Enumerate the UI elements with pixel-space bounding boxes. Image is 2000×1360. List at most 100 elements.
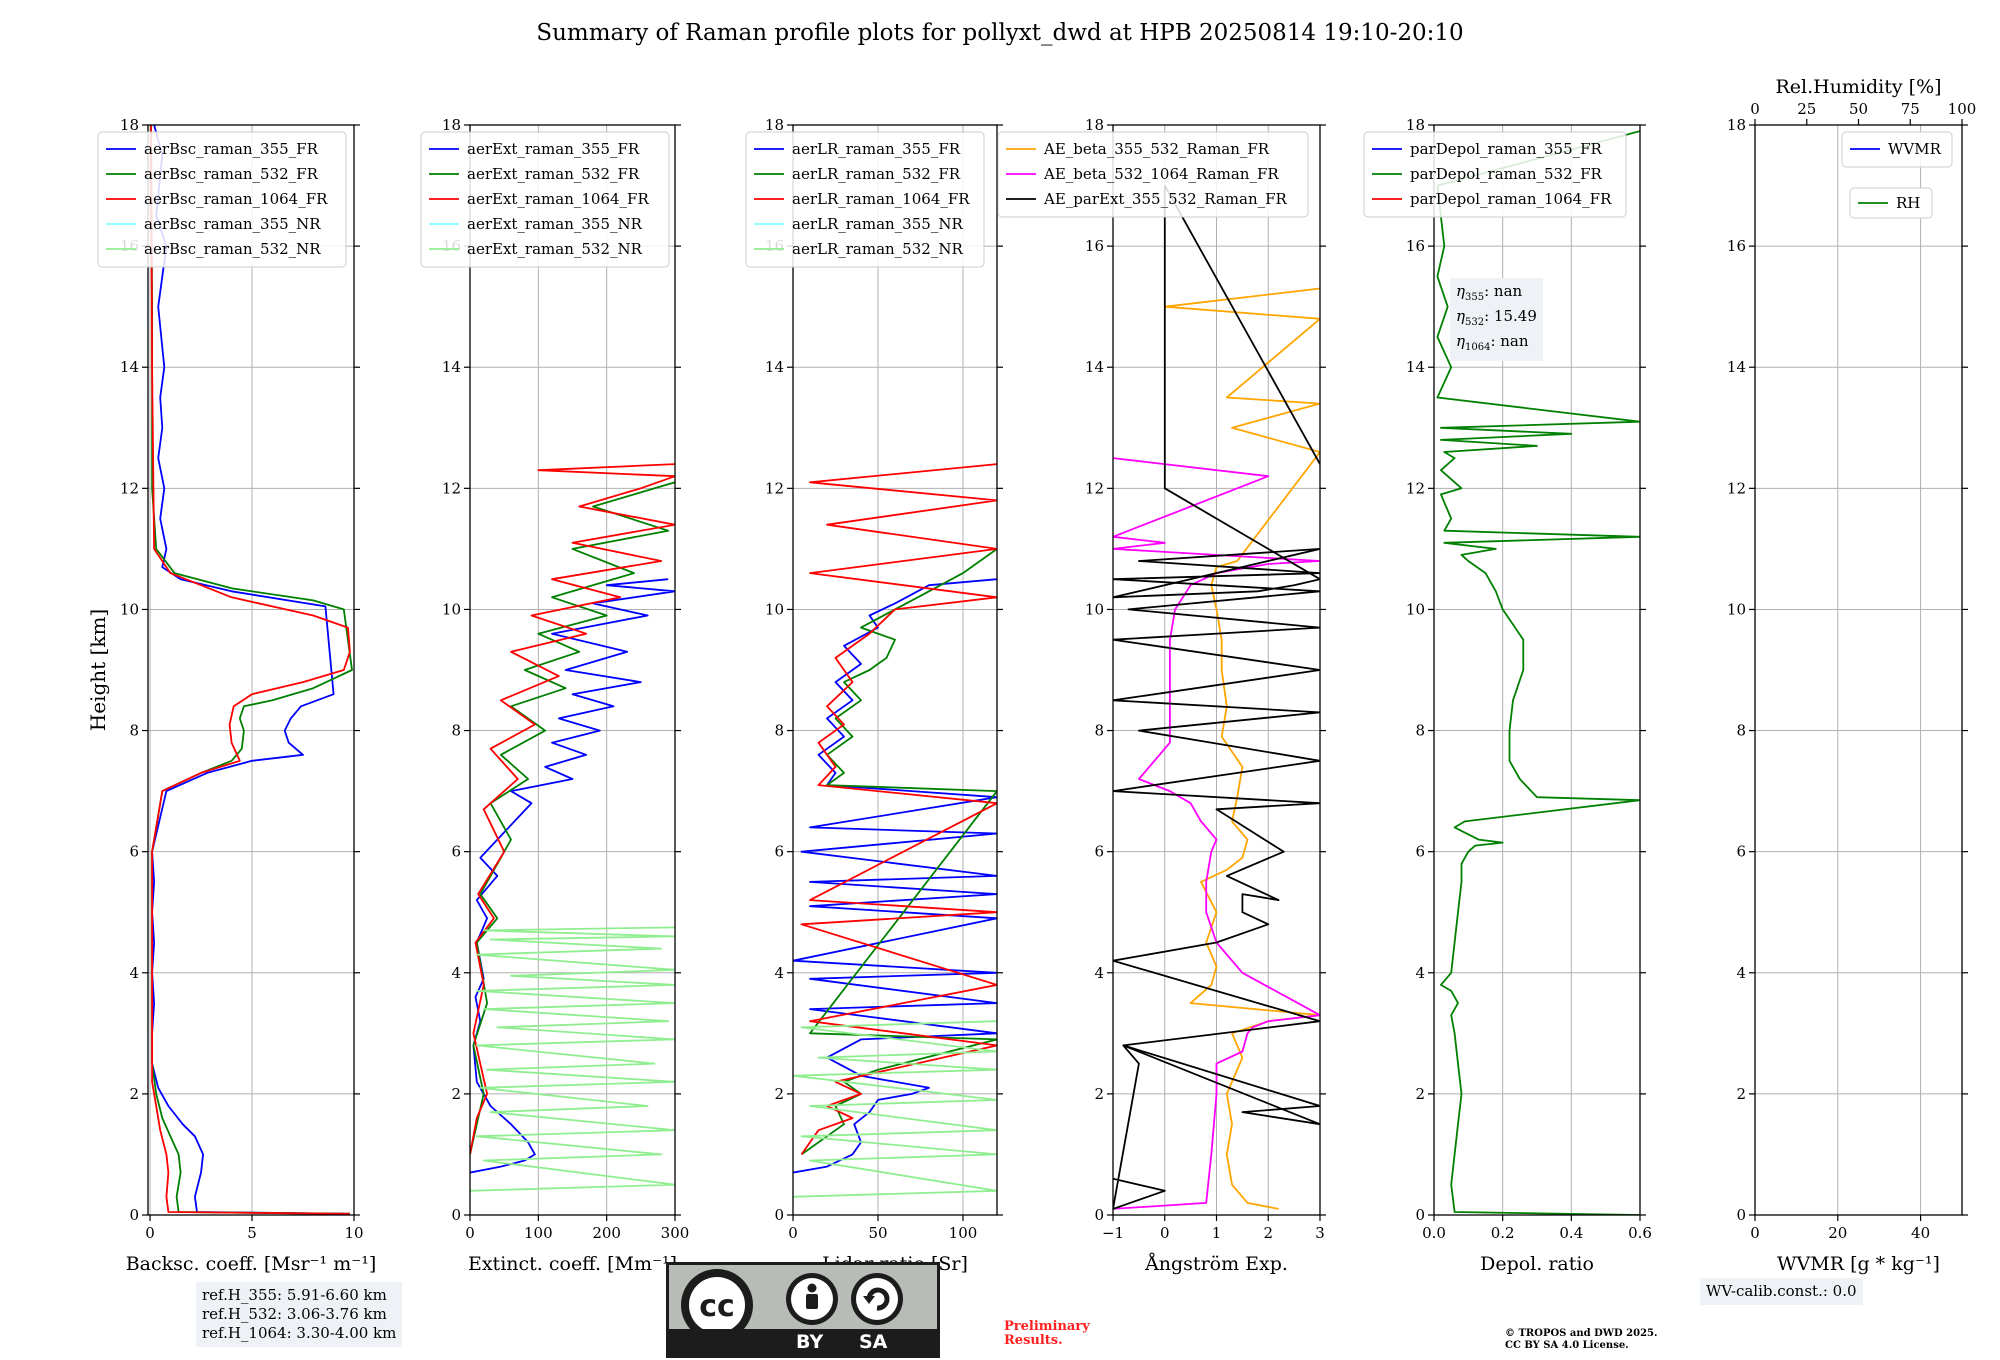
y-tick-label: 6	[1415, 843, 1425, 861]
legend-label: aerLR_raman_532_NR	[792, 240, 963, 258]
series-aerExt_raman_532_NR	[470, 926, 675, 1192]
x-axis-label: Ångström Exp.	[1144, 1253, 1288, 1275]
y-tick-label: 12	[1406, 479, 1425, 497]
y-tick-label: 8	[129, 722, 139, 740]
x-axis-label: Backsc. coeff. [Msr⁻¹ m⁻¹]	[126, 1253, 377, 1275]
x-tick-label: 5	[247, 1224, 257, 1242]
y-tick-label: 10	[1727, 600, 1746, 618]
y-tick-label: 2	[1415, 1085, 1425, 1103]
legend-box	[1841, 131, 1953, 168]
series-parDepol_raman_532_FR	[1436, 130, 1640, 1215]
x-tick-label: 1	[1212, 1224, 1222, 1242]
x-tick-label: 0	[145, 1224, 155, 1242]
legend-label: aerExt_raman_1064_FR	[467, 190, 649, 208]
legend-wv: WVMR RH	[1841, 131, 1953, 219]
x-tick-label: 0	[788, 1224, 798, 1242]
legend-label: aerBsc_raman_532_NR	[144, 240, 321, 258]
legend-label: RH	[1896, 194, 1920, 212]
x-tick-label: 100	[949, 1224, 978, 1242]
legend-label: aerBsc_raman_532_FR	[144, 165, 319, 183]
eta-info-box: η355: nan η532: 15.49 η1064: nan	[1450, 278, 1543, 361]
series-aerBsc_raman_1064_FR	[150, 125, 351, 1215]
eta-532-line: η532: 15.49	[1456, 307, 1537, 328]
x-tick-label: 2	[1263, 1224, 1273, 1242]
y-tick-label: 4	[129, 964, 139, 982]
y-tick-label: 8	[774, 722, 784, 740]
y-tick-label: 0	[1415, 1206, 1425, 1224]
legend-label: AE_beta_355_532_Raman_FR	[1043, 140, 1270, 158]
x-tick-label: 20	[1828, 1224, 1847, 1242]
y-tick-label: 14	[1085, 358, 1104, 376]
cc-by-label: BY	[796, 1331, 824, 1353]
y-tick-label: 14	[442, 358, 461, 376]
axes-frame	[1433, 124, 1641, 1216]
y-tick-label: 18	[442, 116, 461, 134]
y-tick-label: 8	[451, 722, 461, 740]
x-tick-label: 0	[1750, 1224, 1760, 1242]
ref-height-355: ref.H_355: 5.91-6.60 km	[202, 1286, 387, 1304]
x-tick-label: 3	[1315, 1224, 1325, 1242]
y-tick-label: 18	[120, 116, 139, 134]
cc-sa-label: SA	[859, 1331, 888, 1353]
legend-lr: aerLR_raman_355_FR aerLR_raman_532_FR aerL…	[745, 131, 985, 268]
top-x-tick-label: 25	[1797, 100, 1816, 118]
top-x-tick-label: 50	[1849, 100, 1868, 118]
axes-frame	[792, 124, 998, 1216]
panel-lr: 024681012141618050100Lidar ratio [Sr]aer…	[745, 116, 1003, 1275]
y-tick-label: 14	[120, 358, 139, 376]
legend-ae: AE_beta_355_532_Raman_FR AE_beta_532_1064…	[997, 131, 1309, 218]
y-tick-label: 0	[1094, 1206, 1104, 1224]
copyright-note: © TROPOS and DWD 2025. CC BY SA 4.0 Lice…	[1505, 1328, 1725, 1352]
x-axis-label: Extinct. coeff. [Mm⁻¹]	[468, 1253, 677, 1275]
x-tick-label: 0	[465, 1224, 475, 1242]
series-AE_beta_355_532_Raman_FR	[1163, 287, 1320, 1210]
top-x-tick-label: 75	[1901, 100, 1920, 118]
legend-label: aerExt_raman_532_FR	[467, 165, 640, 183]
legend-label: parDepol_raman_355_FR	[1410, 140, 1603, 158]
panel-depol: 0 2 4 6 8 10 12 14 16 18 0.0 0.2 0.4 0.6 Depol. ratio p…	[1363, 116, 1652, 1275]
y-tick-label: 2	[1094, 1085, 1104, 1103]
legend-box	[997, 131, 1309, 218]
y-tick-label: 12	[1727, 479, 1746, 497]
y-tick-label: 12	[120, 479, 139, 497]
legend-label: aerExt_raman_532_NR	[467, 240, 643, 258]
x-tick-label: 10	[344, 1224, 363, 1242]
y-tick-label: 2	[451, 1085, 461, 1103]
y-tick-label: 10	[1406, 600, 1425, 618]
x-tick-label: 0.4	[1559, 1224, 1583, 1242]
x-tick-label: 0	[1160, 1224, 1170, 1242]
legend-label: aerExt_raman_355_NR	[467, 215, 643, 233]
y-tick-label: 14	[1406, 358, 1425, 376]
y-tick-label: 12	[765, 479, 784, 497]
y-tick-label: 8	[1415, 722, 1425, 740]
ref-height-1064: ref.H_1064: 3.30-4.00 km	[202, 1324, 397, 1342]
legend-label: AE_parExt_355_532_Raman_FR	[1043, 190, 1288, 208]
cc-license-badge: cc BY SA	[666, 1262, 940, 1358]
series-AE_parExt_355_532_Raman_FR	[1113, 184, 1320, 1210]
y-tick-label: 16	[1727, 237, 1746, 255]
legend-bsc: aerBsc_raman_355_FR aerBsc_raman_532_FRae…	[97, 131, 347, 268]
y-tick-label: 12	[442, 479, 461, 497]
copyright-line-2: CC BY SA 4.0 License.	[1505, 1340, 1629, 1351]
y-tick-label: 0	[451, 1206, 461, 1224]
legend-box	[1363, 131, 1627, 218]
legend-box	[97, 131, 347, 268]
axes-frame	[469, 124, 676, 1216]
y-tick-label: 2	[1736, 1085, 1746, 1103]
series-aerBsc_raman_355_FR	[151, 125, 350, 1215]
legend-label: AE_beta_532_1064_Raman_FR	[1043, 165, 1279, 183]
y-tick-label: 2	[774, 1085, 784, 1103]
y-tick-label: 14	[1727, 358, 1746, 376]
y-tick-label: 18	[1085, 116, 1104, 134]
y-tick-label: 4	[1415, 964, 1425, 982]
cc-logo-icons: cc	[681, 1269, 903, 1329]
series-aerLR_raman_1064_FR	[800, 463, 997, 1155]
legend-label: aerExt_raman_355_FR	[467, 140, 640, 158]
legend-label: aerBsc_raman_355_NR	[144, 215, 321, 233]
y-tick-label: 8	[1736, 722, 1746, 740]
y-tick-label: 12	[1085, 479, 1104, 497]
legend-label: aerBsc_raman_355_FR	[144, 140, 319, 158]
y-tick-label: 4	[1736, 964, 1746, 982]
